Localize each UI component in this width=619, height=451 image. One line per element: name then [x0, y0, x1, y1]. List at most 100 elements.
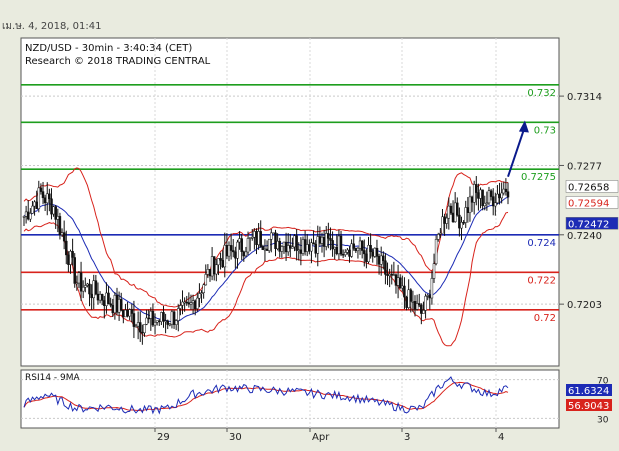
candle-body — [413, 301, 417, 310]
arrow-shaft — [507, 126, 526, 178]
candle-body — [217, 258, 220, 266]
candle-body — [339, 235, 343, 255]
rsi-tag — [566, 399, 612, 411]
candle-body — [24, 211, 28, 217]
candle-body — [65, 240, 68, 256]
candle-body — [363, 250, 366, 255]
price-tag-label: 0.72658 — [568, 182, 609, 193]
candle-body — [240, 238, 243, 252]
candle-body — [371, 251, 374, 257]
candle-body — [187, 302, 191, 305]
level-label: 0.72 — [534, 313, 556, 324]
candle-body — [396, 277, 400, 286]
candle-body — [122, 309, 125, 318]
candle-body — [428, 295, 432, 299]
level-label: 0.73 — [534, 125, 556, 136]
candle-body — [60, 232, 64, 236]
candle-body — [308, 244, 311, 252]
candle-body — [470, 196, 474, 203]
candle-body — [136, 322, 140, 327]
candle-body — [253, 231, 256, 238]
candle-body — [282, 241, 286, 247]
candle-body — [337, 235, 341, 255]
candle-body — [390, 273, 394, 276]
candle-body — [322, 236, 326, 247]
candle-body — [69, 251, 72, 265]
candle-body — [460, 222, 463, 229]
candle-body — [377, 256, 381, 265]
candle-body — [369, 245, 372, 252]
candle-body — [485, 202, 489, 205]
level-label: 0.732 — [527, 88, 556, 99]
price-axis: 0.7314 0.7277 0.7240 0.7203 — [559, 92, 602, 311]
candle-body — [212, 256, 216, 275]
level-label: 0.722 — [527, 275, 556, 286]
candle-body — [451, 212, 455, 223]
candle-body — [272, 232, 275, 235]
candle-body — [462, 222, 465, 224]
chart-datetime: เม.ษ. 4, 2018, 01:41 — [2, 21, 102, 32]
candle-body — [43, 197, 47, 204]
candle-body — [453, 202, 457, 223]
candle-body — [303, 239, 307, 252]
candle-body — [177, 308, 180, 321]
candle-body — [316, 236, 320, 254]
candle-body — [324, 233, 328, 247]
candle-body — [270, 232, 273, 240]
candle-body — [73, 257, 76, 284]
candle-body — [341, 253, 345, 256]
candle-body — [289, 245, 292, 249]
candle-body — [373, 247, 377, 257]
candle-body — [502, 188, 506, 194]
candle-body — [248, 237, 252, 239]
candle-body — [183, 301, 186, 304]
candle-body — [191, 300, 195, 303]
candle-body — [227, 245, 231, 257]
candle-body — [432, 263, 436, 279]
candle-body — [202, 284, 205, 293]
candle-body — [62, 232, 66, 242]
candle-body — [238, 238, 241, 243]
price-tag — [565, 217, 619, 230]
candle-body — [200, 292, 203, 294]
candle-body — [504, 188, 508, 192]
price-tags: 0.72658 0.72594 0.72472 — [565, 180, 619, 230]
candle-body — [31, 205, 34, 214]
candle-body — [196, 297, 199, 309]
candle-body — [219, 258, 222, 261]
candle-body — [58, 216, 62, 236]
candle-body — [441, 216, 444, 234]
price-tag-label: 0.72472 — [568, 219, 609, 230]
candle-body — [22, 216, 26, 218]
candle-body — [360, 240, 364, 251]
candle-body — [356, 247, 360, 252]
candle-body — [346, 249, 349, 253]
candle-body — [407, 289, 410, 308]
candle-body — [426, 295, 429, 297]
level-label: 0.724 — [527, 238, 556, 249]
candle-body — [52, 206, 55, 215]
candle-body — [420, 304, 423, 314]
candle-body — [56, 216, 60, 220]
candle-body — [105, 292, 108, 306]
candle-body — [301, 239, 305, 254]
rsi-tick-label: 70 — [597, 377, 609, 387]
candle-body — [75, 282, 79, 285]
candle-body — [424, 295, 427, 311]
candle-body — [394, 274, 398, 286]
candle-body — [37, 187, 41, 209]
candle-body — [210, 256, 214, 277]
candle-body — [261, 246, 265, 250]
candle-body — [141, 331, 144, 334]
candle-body — [267, 238, 271, 251]
candle-body — [132, 313, 136, 327]
candle-body — [297, 249, 301, 252]
candle-body — [166, 320, 169, 325]
candle-body — [257, 231, 260, 245]
candle-body — [189, 302, 193, 305]
candle-body — [466, 207, 470, 213]
moving-average — [23, 196, 509, 323]
candle-body — [445, 217, 448, 224]
candle-body — [77, 272, 81, 284]
